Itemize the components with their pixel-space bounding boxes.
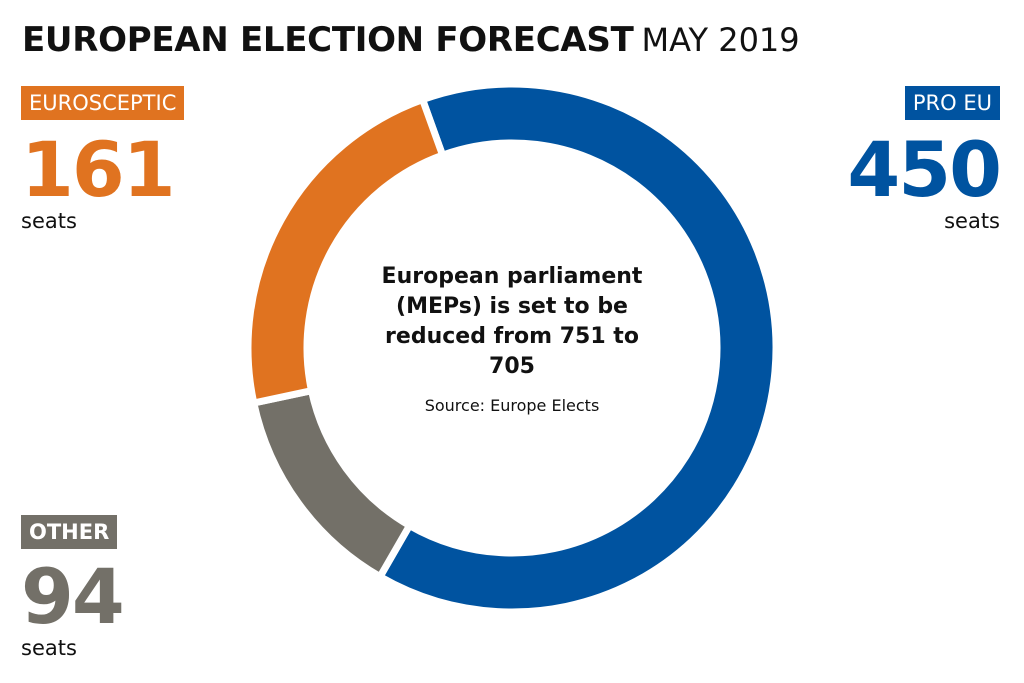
title-main: EUROPEAN ELECTION FORECAST: [22, 20, 634, 60]
pro-eu-seat-unit: seats: [944, 209, 1000, 233]
eurosceptic-badge: EUROSCEPTIC: [21, 86, 185, 120]
other-seat-unit: seats: [21, 636, 77, 660]
other-summary: OTHER 94 seats: [21, 515, 125, 661]
eurosceptic-summary: EUROSCEPTIC 161 seats: [21, 86, 185, 234]
other-badge: OTHER: [21, 515, 118, 549]
eurosceptic-seat-count: 161: [21, 125, 176, 214]
chart-title: EUROPEAN ELECTION FORECAST MAY 2019: [22, 14, 800, 66]
other-seat-count: 94: [21, 552, 125, 641]
donut-slice-pro-eu: [375, 80, 780, 616]
center-annotation: European parliament (MEPs) is set to be …: [381, 264, 643, 379]
donut-slice-eurosceptic: [244, 95, 448, 408]
eurosceptic-seat-unit: seats: [21, 209, 77, 233]
pro-eu-badge: PRO EU: [904, 86, 1000, 120]
source-note: Source: Europe Elects: [424, 396, 600, 415]
title-date: MAY 2019: [641, 21, 800, 59]
pro-eu-seat-count: 450: [847, 125, 1002, 214]
donut-center-text: European parliament (MEPs) is set to be …: [362, 262, 662, 416]
donut-slice-other: [249, 386, 415, 582]
pro-eu-summary: PRO EU 450 seats: [847, 86, 1002, 234]
